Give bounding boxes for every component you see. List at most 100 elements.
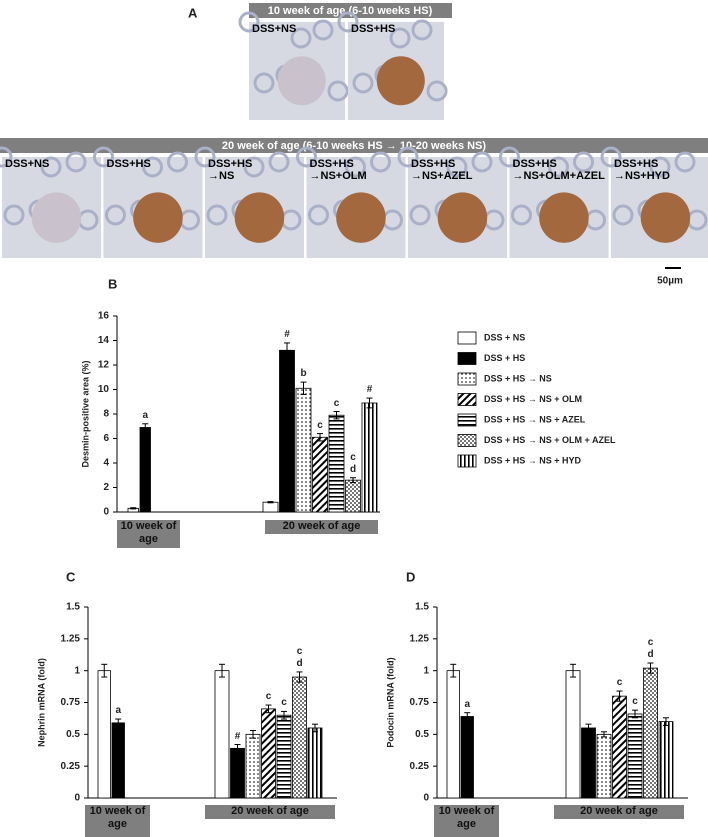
- y-tick-label: 14: [98, 335, 110, 346]
- annotation: b: [300, 368, 307, 380]
- legend-swatch: [457, 413, 477, 427]
- annotation: a: [464, 698, 471, 710]
- tubule: [511, 204, 532, 226]
- legend-label: DSS + HS → NS + AZEL: [484, 414, 586, 424]
- tubule: [446, 156, 468, 178]
- bar: [276, 714, 292, 799]
- scale-label: 50µm: [657, 276, 683, 287]
- category-label-box: 10 week of age: [117, 520, 180, 548]
- y-tick-label: 0.75: [410, 697, 430, 708]
- category-label-box: 10 week of age: [85, 805, 150, 837]
- panel-letter: C: [66, 569, 76, 584]
- bar: [361, 402, 378, 513]
- legend-swatch: [457, 372, 477, 386]
- annotation: c: [317, 419, 323, 431]
- category-label: 20 week of age: [580, 805, 658, 817]
- bar: [627, 713, 643, 799]
- annotation: a: [115, 705, 122, 717]
- tubule: [612, 204, 634, 226]
- annotation: c d: [349, 451, 357, 475]
- y-tick-label: 4: [103, 458, 109, 469]
- image-label: DSS+HS: [107, 158, 151, 170]
- annotation: c: [265, 691, 272, 703]
- legend-label: DSS + HS: [484, 353, 525, 363]
- tubule: [327, 80, 349, 102]
- image-label: DSS+HS: [614, 158, 658, 170]
- bar: [312, 436, 328, 513]
- y-axis-label: Podocin mRNA (fold): [385, 657, 395, 747]
- legend-label: DSS + HS → NS + HYD: [484, 455, 582, 465]
- category-label-box: 20 week of age: [265, 520, 378, 534]
- annotation-box: #: [235, 731, 241, 742]
- y-tick-label: 0.25: [61, 761, 81, 772]
- annotation-box: a: [142, 410, 148, 421]
- legend-swatch: [457, 434, 477, 447]
- tubule: [206, 204, 228, 226]
- bar: [658, 721, 674, 799]
- legend-label: DSS + NS: [484, 332, 525, 342]
- legend-swatch: [457, 352, 477, 365]
- image-label: DSS+NS: [252, 23, 296, 35]
- image-label: →NS+OLM: [310, 170, 367, 182]
- annotation-box: c d: [296, 645, 303, 669]
- tubule: [352, 72, 374, 94]
- row-header: 10 week of age (6-10 weeks HS): [268, 5, 433, 17]
- tubule: [194, 146, 216, 168]
- y-tick-label: 0: [103, 507, 109, 518]
- y-tick-label: 8: [103, 409, 109, 420]
- legend-swatch: [457, 393, 477, 406]
- annotation: #: [366, 384, 373, 396]
- tubule: [142, 156, 163, 178]
- panel-letter: A: [188, 5, 198, 20]
- bar: [460, 716, 474, 799]
- y-tick-label: 10: [98, 384, 110, 395]
- legend-swatch: [457, 331, 477, 345]
- annotation-box: b: [300, 368, 307, 380]
- bar: [345, 479, 361, 513]
- annotation-box: c: [632, 696, 638, 707]
- legend-swatch: [457, 454, 477, 468]
- y-tick-label: 1: [423, 665, 429, 676]
- glomerulus: [376, 56, 425, 106]
- glomerulus: [336, 192, 386, 243]
- y-tick-label: 6: [103, 433, 109, 444]
- category-label: 10 week of age: [89, 805, 146, 830]
- tubule: [499, 146, 520, 168]
- annotation: c d: [647, 637, 654, 661]
- tubule: [3, 204, 25, 226]
- image-label: DSS+HS: [351, 23, 395, 35]
- bar: [230, 747, 245, 799]
- category-label-box: 20 week of age: [554, 805, 684, 819]
- annotation: c: [281, 697, 287, 709]
- tubule: [411, 19, 433, 41]
- bar: [596, 733, 612, 799]
- bar: [262, 501, 279, 513]
- glomerulus: [234, 192, 285, 243]
- image-label: DSS+HS: [411, 158, 455, 170]
- tubule: [409, 204, 431, 226]
- y-tick-label: 0.75: [61, 697, 81, 708]
- y-tick-label: 0.5: [66, 729, 80, 740]
- category-label: 20 week of age: [231, 805, 309, 817]
- glomerulus: [31, 192, 82, 243]
- tubule: [548, 156, 569, 178]
- y-tick-label: 1: [74, 665, 80, 676]
- bar: [139, 427, 151, 513]
- annotation: c d: [296, 645, 303, 669]
- tubule: [290, 27, 312, 49]
- image-label: →NS: [208, 170, 234, 182]
- annotation-box: #: [366, 384, 373, 396]
- y-tick-label: 2: [103, 482, 109, 493]
- y-tick-label: 0.5: [415, 729, 429, 740]
- annotation: #: [284, 328, 290, 340]
- bar: [581, 727, 596, 799]
- y-axis-label: Desmin-positive area (%): [80, 360, 90, 467]
- bar: [643, 667, 658, 799]
- tubule: [243, 156, 265, 178]
- legend-label: DSS + HS → NS + OLM + AZEL: [484, 435, 616, 445]
- tubule: [312, 19, 334, 41]
- category-label: 20 week of age: [282, 520, 361, 532]
- bar: [565, 670, 581, 799]
- annotation-box: c d: [349, 451, 357, 475]
- panel-letter: B: [108, 276, 117, 291]
